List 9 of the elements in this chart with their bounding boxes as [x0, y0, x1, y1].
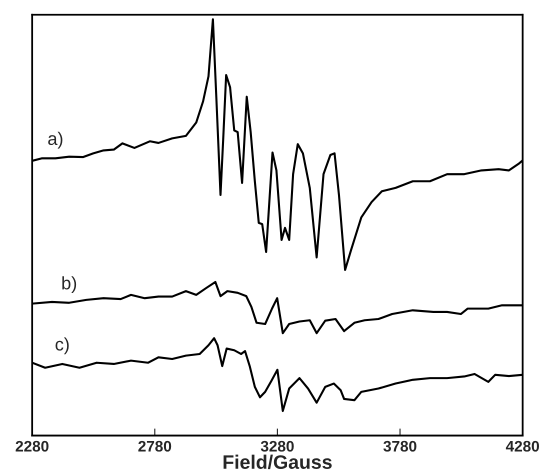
x-tick-label: 4280 — [506, 440, 540, 452]
x-axis-title: Field/Gauss — [224, 454, 332, 470]
x-tick-label: 3780 — [383, 440, 416, 452]
series-label: b) — [62, 276, 76, 294]
series-label: a) — [48, 132, 62, 149]
x-tick-label: 2780 — [138, 440, 172, 452]
series-label: c) — [56, 337, 69, 354]
x-tick-label: 3280 — [260, 440, 294, 452]
x-tick-label: 2280 — [16, 440, 49, 452]
